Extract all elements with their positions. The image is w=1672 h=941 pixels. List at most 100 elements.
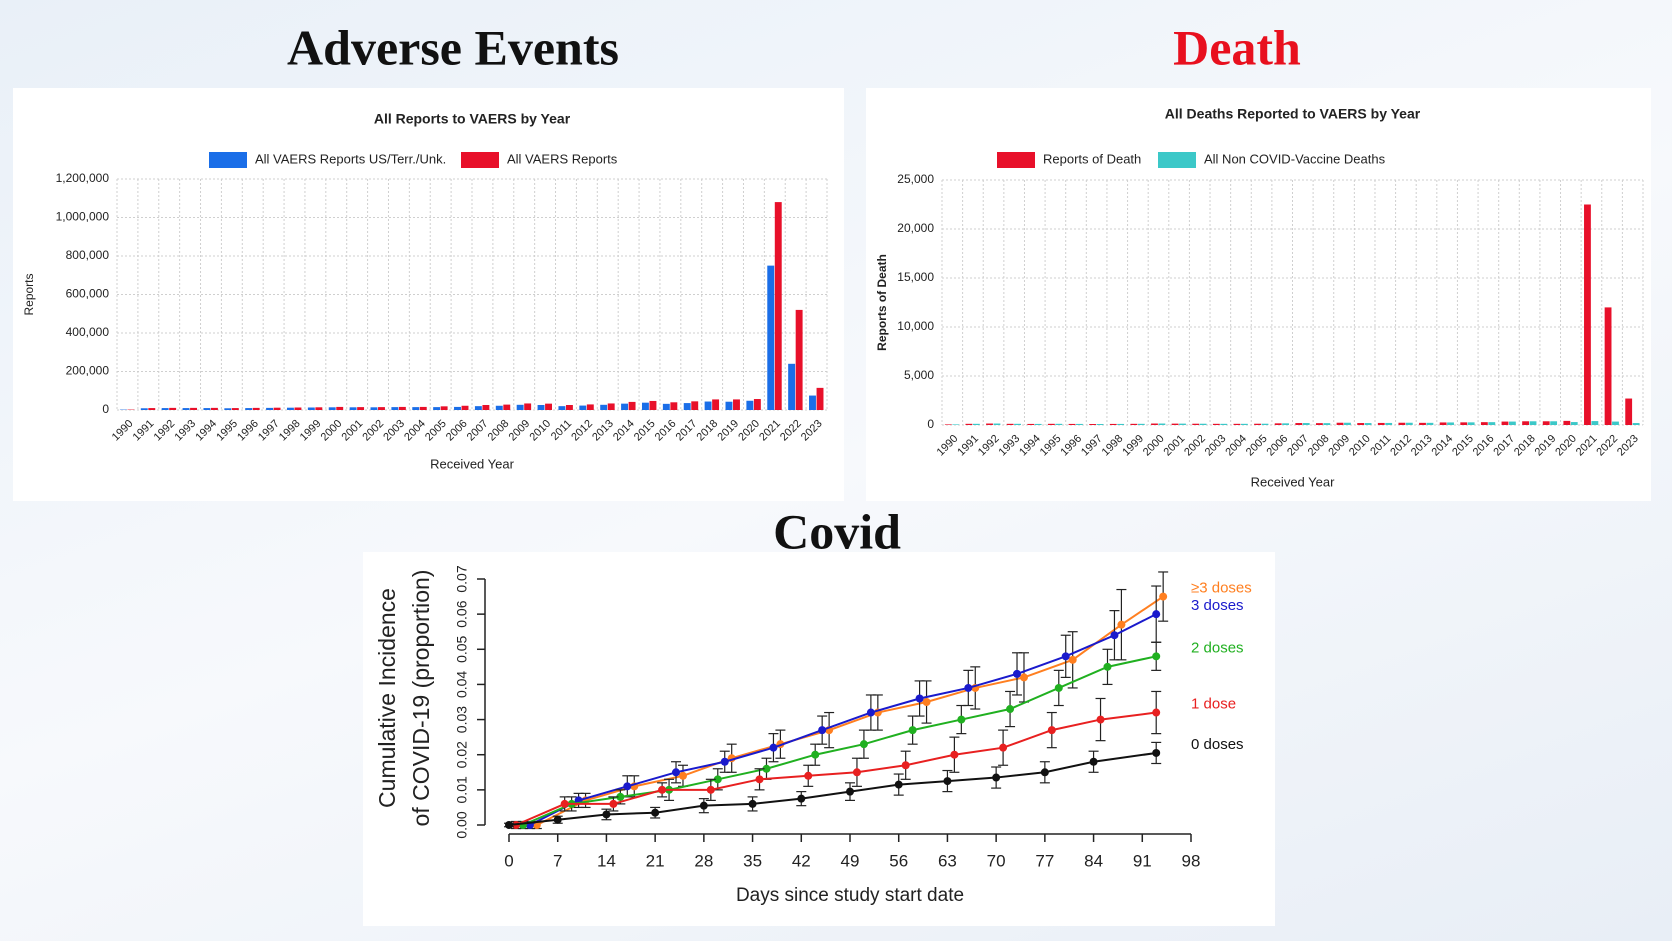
bar <box>148 408 156 410</box>
bar <box>607 403 615 410</box>
bar <box>1336 422 1344 425</box>
bar <box>621 403 629 410</box>
legend-label: 2 doses <box>1191 639 1244 656</box>
bar <box>210 407 218 410</box>
bar <box>600 404 608 410</box>
point <box>1089 757 1098 766</box>
bar <box>419 406 427 410</box>
x-tick-label: 56 <box>889 851 908 870</box>
bar <box>370 407 378 410</box>
bar <box>565 404 573 410</box>
y-tick-label: 200,000 <box>66 364 110 378</box>
point <box>1040 768 1049 777</box>
bar <box>1158 423 1166 425</box>
legend-label: All VAERS Reports US/Terr./Unk. <box>255 151 446 166</box>
point <box>755 775 764 784</box>
bar <box>1261 423 1269 425</box>
bar <box>1240 423 1248 425</box>
bar <box>328 407 336 410</box>
bar <box>336 406 344 410</box>
y-tick-label: 0.05 <box>454 635 470 662</box>
point <box>672 768 681 777</box>
bar <box>1529 421 1537 425</box>
y-tick-label: 1,200,000 <box>56 171 110 185</box>
bar <box>1233 423 1241 425</box>
bar <box>1316 423 1323 425</box>
point <box>811 750 820 759</box>
bar <box>1199 423 1207 425</box>
y-axis-label: Reports of Death <box>875 254 889 351</box>
y-tick-label: 400,000 <box>66 325 110 339</box>
heading: Death <box>1173 19 1301 75</box>
bar <box>482 404 490 410</box>
legend-swatch <box>461 152 499 168</box>
point <box>762 764 771 773</box>
point <box>804 771 813 780</box>
bar <box>1364 423 1372 425</box>
bar <box>952 424 960 425</box>
bar <box>1419 422 1426 425</box>
point <box>651 808 660 817</box>
x-tick-label: 42 <box>792 851 811 870</box>
bar <box>1522 421 1530 425</box>
point <box>1096 715 1105 724</box>
bar <box>391 407 399 410</box>
bar <box>712 399 720 410</box>
y-axis-label: Reports <box>22 273 36 315</box>
bar <box>252 407 260 410</box>
y-tick-label: 10,000 <box>897 319 934 333</box>
point <box>943 777 952 786</box>
y-tick-label: 0.03 <box>454 706 470 733</box>
y-tick-label: 20,000 <box>897 221 934 235</box>
bar <box>440 406 448 410</box>
y-tick-label: 600,000 <box>66 287 110 301</box>
bar <box>1550 421 1558 425</box>
bar <box>753 399 761 410</box>
bar <box>349 407 357 410</box>
x-axis-label: Received Year <box>430 456 515 471</box>
point <box>846 787 854 796</box>
bar <box>1488 422 1496 425</box>
bar <box>704 401 712 410</box>
x-tick-label: 91 <box>1133 851 1152 870</box>
bar <box>670 402 678 410</box>
point <box>713 775 722 784</box>
chart-title: All Deaths Reported to VAERS by Year <box>1165 106 1421 122</box>
point <box>818 726 827 735</box>
bar <box>1130 423 1138 425</box>
y-tick-label: 800,000 <box>66 248 110 262</box>
legend-swatch <box>1158 152 1196 168</box>
bar <box>495 405 503 410</box>
point <box>1019 673 1028 682</box>
bar <box>795 309 803 410</box>
bar <box>1405 422 1413 425</box>
legend-swatch <box>209 152 247 168</box>
point <box>908 726 917 735</box>
point <box>623 782 632 791</box>
y-tick-label: 1,000,000 <box>56 210 110 224</box>
bar <box>586 404 594 410</box>
point <box>1068 655 1077 664</box>
bar <box>161 408 169 410</box>
bar <box>1006 423 1014 425</box>
bar <box>1612 421 1619 425</box>
x-tick-label: 35 <box>743 851 762 870</box>
bar <box>273 407 281 410</box>
bar <box>1151 423 1158 425</box>
legend-label: Reports of Death <box>1043 151 1141 166</box>
x-tick-label: 49 <box>841 851 860 870</box>
bar <box>1137 423 1145 425</box>
point <box>699 801 708 810</box>
bar <box>1220 423 1228 425</box>
bar <box>579 405 587 410</box>
bar <box>1055 423 1063 425</box>
bar <box>182 408 190 410</box>
y-tick-label: 0 <box>102 402 109 416</box>
bar <box>965 423 973 425</box>
y-tick-label: 0.04 <box>454 671 470 698</box>
x-tick-label: 70 <box>987 851 1006 870</box>
panel <box>866 88 1651 501</box>
bar <box>816 387 824 410</box>
bar <box>1480 422 1488 425</box>
bar <box>412 407 420 410</box>
